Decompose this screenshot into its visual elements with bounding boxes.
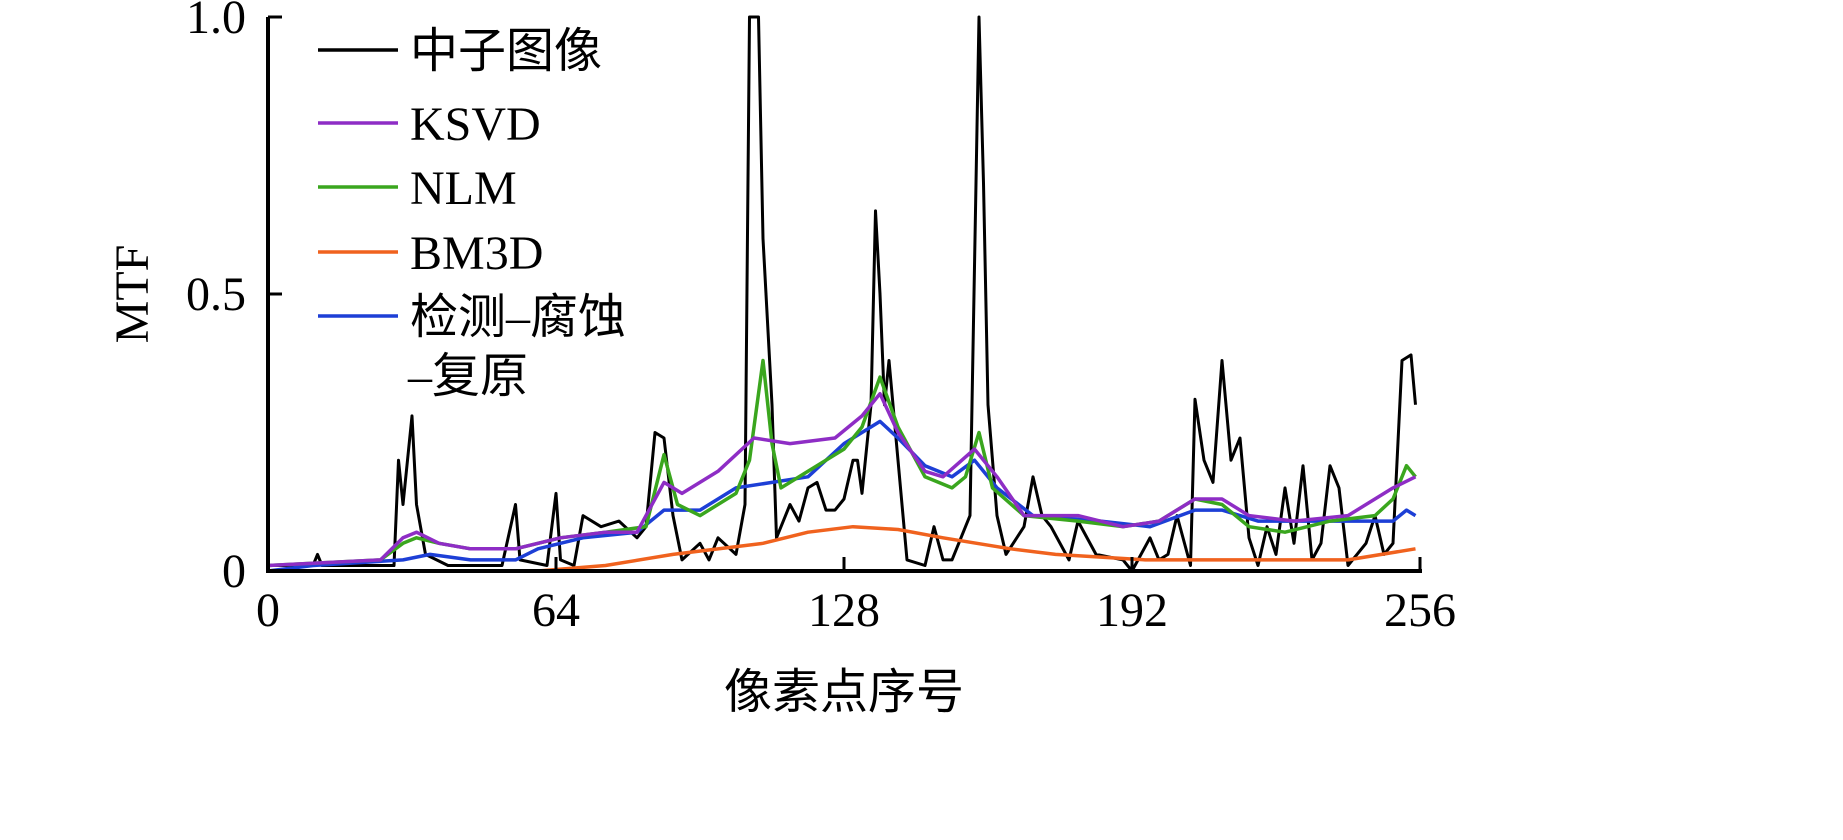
legend-label: NLM: [410, 162, 517, 215]
x-tick-label: 64: [532, 584, 580, 637]
y-tick-label: 0.5: [186, 268, 246, 321]
legend: 中子图像 KSVD NLM BM3D 检测–腐蚀: [318, 25, 626, 344]
series-layer: [267, 15, 1417, 573]
series-line-3: [268, 524, 1416, 573]
x-axis-label: 像素点序号: [724, 666, 964, 719]
x-tick-label: 0: [256, 584, 280, 637]
legend-label: BM3D: [410, 227, 543, 280]
y-axis-label: MTF: [106, 245, 159, 344]
series-line-1: [267, 391, 1417, 568]
x-tick-label: 256: [1384, 584, 1456, 637]
x-tick-label: 128: [808, 584, 880, 637]
legend-label: KSVD: [410, 98, 541, 151]
legend-label-continuation: –复原: [407, 350, 528, 403]
y-tick-label: 1.0: [186, 0, 246, 44]
series-line-4: [267, 419, 1417, 573]
y-tick-label: 0: [222, 545, 246, 598]
legend-label: 检测–腐蚀: [410, 291, 626, 344]
x-tick-label: 192: [1096, 584, 1168, 637]
ticks-layer: 0 64 128 192 256 0 0.5 1.0: [186, 0, 1456, 637]
legend-label: 中子图像: [410, 25, 602, 78]
